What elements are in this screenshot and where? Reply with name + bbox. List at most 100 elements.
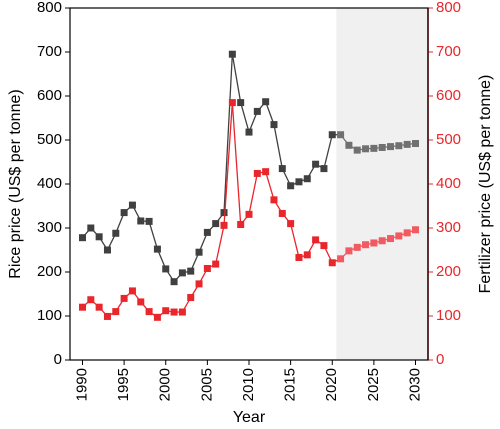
- rice-point: [370, 144, 378, 152]
- rice-point: [412, 140, 420, 148]
- fertilizer-point: [137, 298, 145, 306]
- x-tick-label: 2030: [406, 368, 423, 401]
- rice-point: [237, 99, 245, 107]
- fertilizer-point: [328, 259, 336, 267]
- fertilizer-line-segment: [265, 171, 275, 201]
- fertilizer-point: [78, 303, 86, 311]
- fertilizer-point: [278, 209, 286, 217]
- x-tick-label: 2000: [157, 368, 174, 401]
- fertilizer-point: [212, 260, 220, 268]
- left-y-tick-label: 300: [37, 219, 62, 236]
- rice-point: [228, 50, 236, 58]
- rice-point: [337, 131, 345, 139]
- fertilizer-point: [170, 308, 178, 316]
- rice-point: [203, 228, 211, 236]
- rice-point: [287, 182, 295, 190]
- left-y-tick-label: 600: [37, 87, 62, 104]
- plot-frame: [69, 7, 429, 361]
- fertilizer-line-segment: [231, 102, 242, 225]
- fertilizer-point: [112, 308, 120, 316]
- rice-point: [345, 141, 353, 149]
- rice-line-segment: [231, 54, 242, 103]
- rice-point: [103, 246, 111, 254]
- fertilizer-point: [178, 308, 186, 316]
- rice-point: [170, 278, 178, 286]
- x-tick-label: 2005: [198, 368, 215, 401]
- rice-point: [270, 121, 278, 129]
- rice-point: [78, 234, 86, 242]
- fertilizer-line-segment: [223, 102, 233, 226]
- right-y-tick-label: 700: [436, 43, 461, 60]
- rice-point: [87, 224, 95, 232]
- rice-point: [387, 143, 395, 151]
- x-tick-label: 2010: [240, 368, 257, 401]
- left-y-tick-label: 500: [37, 131, 62, 148]
- rice-line-segment: [240, 102, 250, 133]
- rice-series: [78, 50, 420, 286]
- x-tick-label: 1990: [73, 368, 90, 401]
- rice-point: [378, 143, 386, 151]
- fertilizer-point: [95, 303, 103, 311]
- fertilizer-point: [245, 210, 253, 218]
- fertilizer-point: [195, 280, 203, 288]
- rice-point: [353, 146, 361, 154]
- rice-point: [312, 160, 320, 168]
- rice-point: [195, 248, 203, 256]
- fertilizer-point: [370, 239, 378, 247]
- left-y-axis-title: Rice price (US$ per tonne): [7, 89, 24, 278]
- fertilizer-line-segment: [215, 225, 225, 265]
- fertilizer-point: [337, 255, 345, 263]
- rice-point: [253, 107, 261, 115]
- rice-point: [153, 245, 161, 253]
- right-y-axis-title: Fertilizer price (US$ per tonne): [477, 75, 494, 294]
- fertilizer-point: [412, 226, 420, 234]
- rice-point: [328, 131, 336, 139]
- series-layer: [78, 50, 420, 321]
- rice-point: [120, 209, 128, 217]
- rice-point: [162, 265, 170, 273]
- rice-point: [145, 217, 153, 225]
- right-y-tick-label: 200: [436, 263, 461, 280]
- right-y-tick-label: 100: [436, 307, 461, 324]
- right-y-tick-label: 0: [436, 351, 444, 368]
- rice-line-segment: [265, 101, 275, 125]
- left-y-tick-label: 800: [37, 0, 62, 16]
- fertilizer-point: [203, 264, 211, 272]
- fertilizer-point: [320, 242, 328, 250]
- x-axis-title: Year: [233, 409, 266, 426]
- rice-point: [303, 175, 311, 183]
- rice-point: [395, 142, 403, 150]
- x-tick-label: 2015: [282, 368, 299, 401]
- fertilizer-point: [253, 169, 261, 177]
- fertilizer-point: [262, 168, 270, 176]
- left-y-tick-label: 0: [54, 351, 62, 368]
- rice-point: [320, 165, 328, 173]
- fertilizer-point: [120, 294, 128, 302]
- x-tick-label: 2020: [323, 368, 340, 401]
- rice-point: [95, 233, 103, 241]
- left-y-tick-label: 200: [37, 263, 62, 280]
- rice-point: [220, 209, 228, 217]
- fertilizer-line-segment: [289, 223, 300, 258]
- rice-point: [178, 269, 186, 277]
- right-y-tick-label: 800: [436, 0, 461, 16]
- rice-point: [245, 128, 253, 136]
- right-y-tick-label: 600: [436, 87, 461, 104]
- rice-point: [137, 217, 145, 225]
- rice-line-segment: [223, 54, 233, 213]
- fertilizer-point: [345, 247, 353, 255]
- fertilizer-point: [270, 196, 278, 204]
- axes: 1990 1995 2000 2005 2010 2015 2020 2025 20300100…: [37, 0, 461, 401]
- right-y-tick-label: 300: [436, 219, 461, 236]
- fertilizer-point: [220, 221, 228, 229]
- left-y-tick-label: 400: [37, 175, 62, 192]
- rice-line-segment: [148, 221, 159, 250]
- fertilizer-point: [353, 243, 361, 251]
- fertilizer-point: [145, 308, 153, 316]
- fertilizer-point: [403, 229, 411, 237]
- fertilizer-point: [162, 307, 170, 315]
- fertilizer-point: [153, 313, 161, 321]
- rice-point: [295, 178, 303, 186]
- fertilizer-point: [128, 287, 136, 295]
